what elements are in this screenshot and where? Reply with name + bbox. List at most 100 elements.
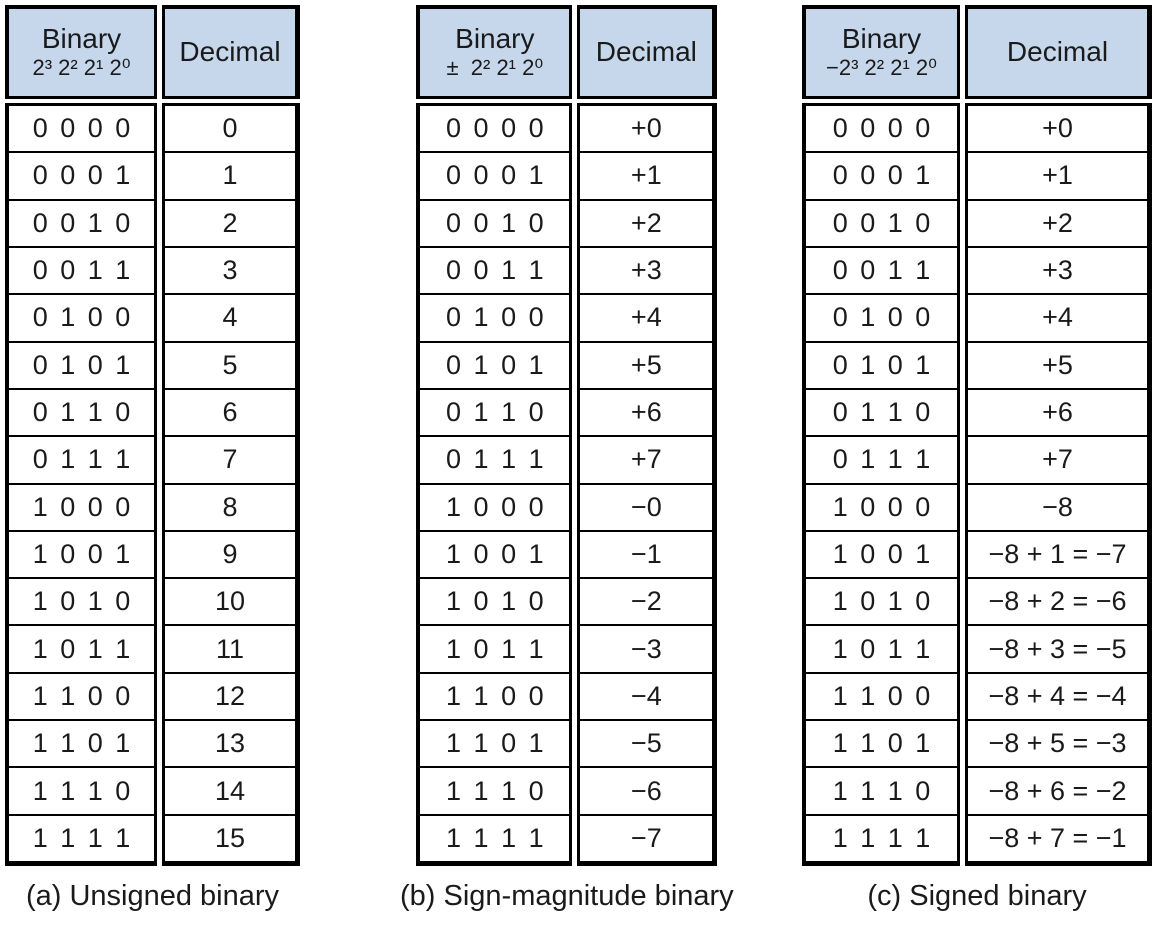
decimal-column-body: +0 +1 +2 +3 +4 +5 +6 +7 −8 −8 + 1 = −7 −8 + 2 = −6… (965, 103, 1152, 866)
table-row: 1 1 0 0 (806, 671, 957, 719)
table-row: 11 (165, 624, 295, 671)
table-row: 13 (165, 719, 295, 766)
table-row: −5 (580, 719, 713, 766)
table-row: 1 1 1 1 (806, 813, 957, 861)
table-row: +6 (968, 387, 1147, 435)
table-row: 15 (165, 813, 295, 861)
table-row: 0 0 0 1 (9, 151, 154, 198)
table-row: 1 0 0 0 (806, 482, 957, 530)
decimal-header-title: Decimal (179, 36, 281, 68)
table-row: 6 (165, 387, 295, 435)
table-row: −1 (580, 529, 713, 577)
table-row: +5 (968, 340, 1147, 388)
unsigned-binary-grid: Binary 2³ 2² 2¹ 2⁰ Decimal 0 0 0 0 0 0 0 … (5, 5, 300, 866)
table-row: 10 (165, 577, 295, 624)
table-row: 0 1 0 0 (420, 293, 570, 340)
table-row: 0 0 1 1 (806, 245, 957, 293)
table-row: 0 1 1 0 (806, 387, 957, 435)
table-row: −2 (580, 577, 713, 624)
table-row: +7 (580, 435, 713, 482)
table-row: +2 (580, 198, 713, 246)
table-row: −8 + 2 = −6 (968, 577, 1147, 624)
decimal-column-header: Decimal (577, 5, 718, 99)
table-row: −8 (968, 482, 1147, 530)
table-row: 12 (165, 671, 295, 719)
decimal-header-title: Decimal (1006, 36, 1109, 68)
table-row: 1 1 0 0 (420, 671, 570, 719)
table-row: −3 (580, 624, 713, 671)
table-row: 3 (165, 245, 295, 293)
table-row: −8 + 4 = −4 (968, 671, 1147, 719)
table-row: 0 0 1 0 (420, 198, 570, 246)
table-row: 1 1 1 1 (9, 813, 154, 861)
binary-header-title: Binary (841, 23, 922, 55)
table-row: −7 (580, 813, 713, 861)
decimal-column-body: +0 +1 +2 +3 +4 +5 +6 +7 −0 −1 −2 −3 −4 −5 −6 −7 (577, 103, 718, 866)
table-row: 8 (165, 482, 295, 530)
table-row: +0 (630, 113, 662, 144)
unsigned-binary-table: Binary 2³ 2² 2¹ 2⁰ Decimal 0 0 0 0 0 0 0 … (5, 5, 300, 913)
table-row: 1 1 1 0 (9, 766, 154, 813)
table-row: 0 1 0 1 (806, 340, 957, 388)
table-row: 14 (165, 766, 295, 813)
table-row: 1 0 0 1 (420, 529, 570, 577)
table-row: 1 0 1 1 (9, 624, 154, 671)
table-row: 0 1 1 1 (806, 435, 957, 482)
table-row: −6 (580, 766, 713, 813)
binary-column-header: Binary 2³ 2² 2¹ 2⁰ (5, 5, 157, 99)
table-row: 1 1 0 1 (420, 719, 570, 766)
table-row: 0 0 1 0 (9, 198, 154, 246)
table-row: 0 0 1 1 (420, 245, 570, 293)
table-row: 0 1 0 0 (9, 293, 154, 340)
binary-weights-label: ± 2² 2¹ 2⁰ (446, 55, 544, 81)
table-row: +5 (580, 340, 713, 388)
table-row: +2 (968, 198, 1147, 246)
table-caption: (c) Signed binary (867, 880, 1087, 912)
binary-column-header: Binary ± 2² 2¹ 2⁰ (416, 5, 573, 99)
table-row: 1 1 0 1 (806, 719, 957, 766)
table-row: 1 1 1 1 (420, 813, 570, 861)
table-row: 0 1 0 0 (806, 293, 957, 340)
table-row: 1 0 1 0 (9, 577, 154, 624)
table-row: +0 (1042, 113, 1073, 144)
table-row: 0 0 0 1 (806, 151, 957, 198)
decimal-column-header: Decimal (162, 5, 300, 99)
table-row: 0 1 0 1 (420, 340, 570, 388)
table-row: 1 (165, 151, 295, 198)
table-row: 1 1 1 0 (806, 766, 957, 813)
table-row: 1 0 1 0 (420, 577, 570, 624)
table-row: 1 0 1 1 (420, 624, 570, 671)
table-row: −8 + 3 = −5 (968, 624, 1147, 671)
table-row: 0 0 0 0 (32, 113, 131, 144)
table-row: 0 1 1 0 (420, 387, 570, 435)
table-row: 0 0 1 0 (806, 198, 957, 246)
table-row: 1 0 0 1 (806, 529, 957, 577)
table-row: −8 + 6 = −2 (968, 766, 1147, 813)
table-row: 0 1 1 1 (420, 435, 570, 482)
sign-magnitude-grid: Binary ± 2² 2¹ 2⁰ Decimal 0 0 0 0 0 0 0 1… (416, 5, 718, 866)
table-row: +1 (580, 151, 713, 198)
table-row: 5 (165, 340, 295, 388)
table-row: 0 1 1 0 (9, 387, 154, 435)
table-row: +4 (580, 293, 713, 340)
sign-magnitude-binary-table: Binary ± 2² 2¹ 2⁰ Decimal 0 0 0 0 0 0 0 1… (400, 5, 734, 913)
table-row: 0 0 0 0 (446, 113, 544, 144)
table-caption: (a) Unsigned binary (25, 880, 280, 912)
binary-weights-label: 2³ 2² 2¹ 2⁰ (32, 55, 131, 81)
table-row: 9 (165, 529, 295, 577)
table-row: 2 (165, 198, 295, 246)
table-row: 1 0 0 1 (9, 529, 154, 577)
decimal-header-title: Decimal (595, 36, 697, 68)
table-row: −8 + 1 = −7 (968, 529, 1147, 577)
table-row: +4 (968, 293, 1147, 340)
table-row: 0 1 0 1 (9, 340, 154, 388)
binary-header-title: Binary (455, 23, 535, 55)
table-row: 0 0 1 1 (9, 245, 154, 293)
table-row: +7 (968, 435, 1147, 482)
table-row: 1 0 0 0 (420, 482, 570, 530)
table-row: 7 (165, 435, 295, 482)
table-row: 4 (165, 293, 295, 340)
